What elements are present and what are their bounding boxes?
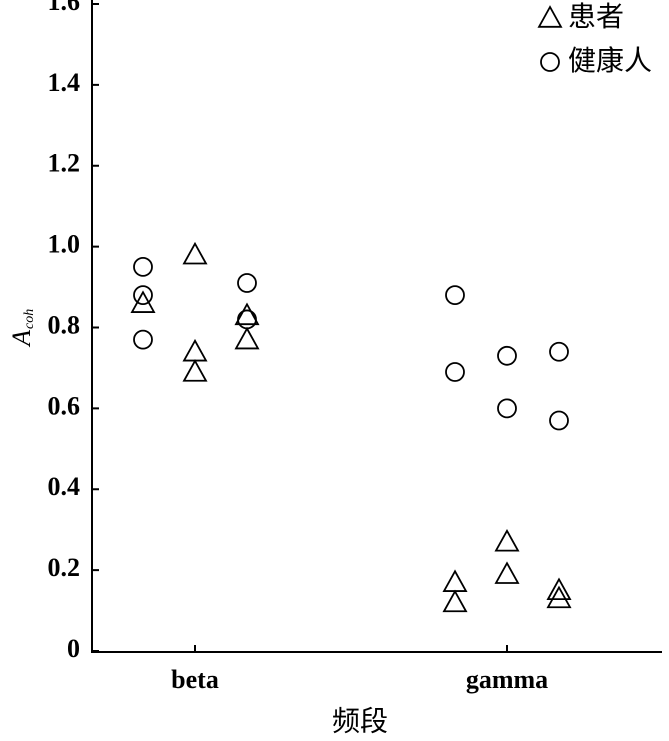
y-tick-label: 0.6 [48, 391, 81, 420]
data-point [237, 273, 257, 293]
y-axis-label-sub: coh [22, 309, 37, 329]
y-tick-label: 1.2 [48, 149, 81, 178]
data-point [133, 285, 153, 306]
x-axis-label: 频段 [332, 705, 388, 737]
data-point [549, 341, 569, 362]
data-point [445, 362, 465, 382]
data-point [442, 569, 468, 592]
y-tick-label: 1.0 [48, 230, 81, 259]
data-point [494, 528, 520, 552]
data-point [549, 410, 569, 431]
y-tick-label: 0.2 [48, 553, 81, 582]
y-tick-label: 0 [67, 634, 80, 663]
y-axis-label: A [7, 330, 36, 348]
legend-label: 患者 [568, 0, 624, 33]
data-point [546, 577, 572, 601]
data-point [182, 338, 208, 362]
legend-marker [540, 52, 560, 72]
y-tick-label: 1.6 [48, 0, 81, 16]
data-point [182, 359, 208, 382]
legend-label: 健康人 [568, 44, 652, 77]
data-point [546, 585, 572, 609]
data-point [237, 309, 257, 330]
data-point [234, 302, 260, 326]
data-point [130, 290, 156, 313]
data-point [182, 241, 208, 265]
y-tick-label: 0.8 [48, 310, 81, 339]
data-point [445, 285, 465, 306]
y-axis-label-group: A coh [7, 309, 37, 348]
x-tick-label: gamma [466, 665, 548, 694]
x-tick-label: beta [171, 665, 219, 694]
data-point [497, 398, 517, 419]
data-point [442, 589, 468, 613]
data-point [133, 256, 153, 277]
legend-marker [537, 5, 563, 28]
data-point [133, 329, 153, 350]
data-point [234, 326, 260, 350]
data-point [494, 561, 520, 584]
y-tick-label: 0.4 [48, 472, 81, 501]
data-point [497, 345, 517, 366]
y-tick-label: 1.4 [48, 68, 81, 97]
